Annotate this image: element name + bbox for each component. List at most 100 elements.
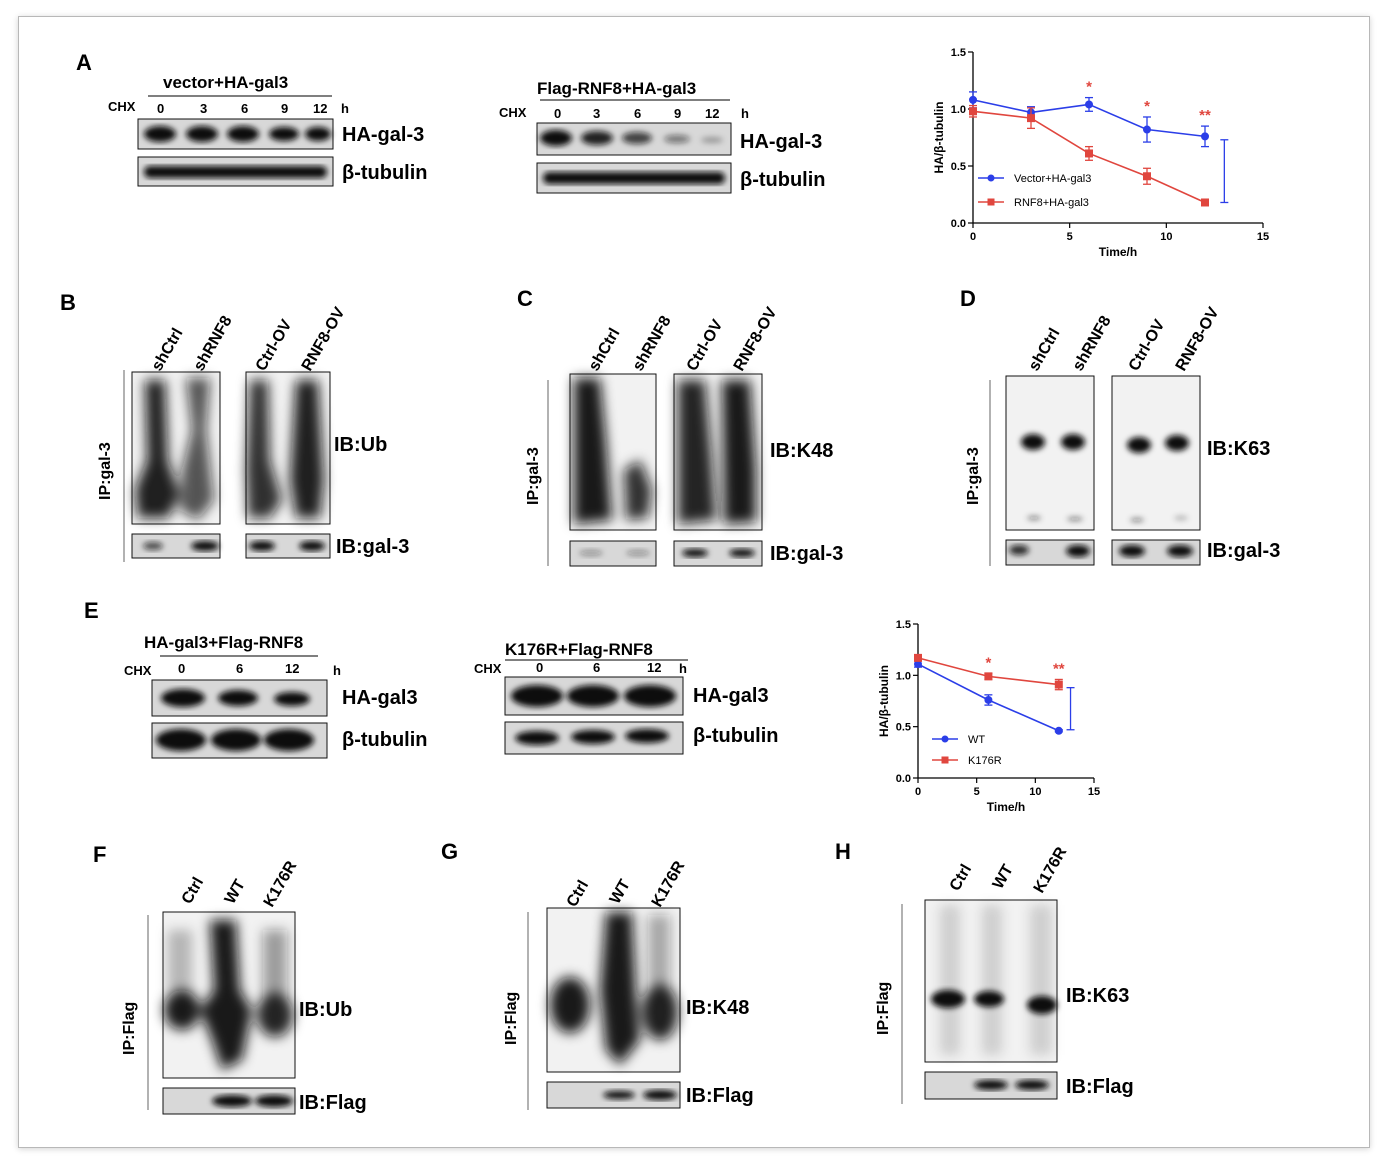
panel-h-lane-2: WT xyxy=(990,862,1017,892)
chart-a-x-tick-label: 10 xyxy=(1160,231,1172,243)
panel-f-lane-1: Ctrl xyxy=(179,875,208,907)
chart-a-x-tick-label: 15 xyxy=(1257,231,1269,243)
panel-e: E HA-gal3+Flag-RNF8 CHX 0 6 12 h HA-gal3… xyxy=(84,598,779,759)
panel-a-left-cond: CHX xyxy=(108,99,136,114)
panel-e-right-unit: h xyxy=(679,661,687,676)
panel-a-right-time-4: 12 xyxy=(705,106,719,121)
panel-a-left-time-1: 3 xyxy=(200,101,207,116)
panel-g-lane-1: Ctrl xyxy=(564,878,593,910)
panel-g-ib-top: IB:K48 xyxy=(686,997,749,1019)
panel-c-ip: IP:gal-3 xyxy=(525,447,542,505)
chart-e-legend-label-1: WT xyxy=(968,734,985,746)
chart-a-y-tick-label: 0.0 xyxy=(951,218,966,230)
panel-e-left-time-2: 12 xyxy=(285,661,299,676)
panel-a-right-row-2: β-tubulin xyxy=(740,169,826,191)
chart-e-y-tick-label: 1.0 xyxy=(896,670,911,682)
panel-b-lane-4: RNF8-OV xyxy=(299,304,349,374)
panel-e-right-row-1: HA-gal3 xyxy=(693,685,769,707)
panel-e-right-time-2: 12 xyxy=(647,660,661,675)
panel-label-b: B xyxy=(60,290,76,315)
chart-a-point-2 xyxy=(969,107,977,116)
panel-b-ib-bottom: IB:gal-3 xyxy=(336,536,409,558)
panel-e-left-time-1: 6 xyxy=(236,661,243,676)
chart-e-y-tick-label: 0.5 xyxy=(896,722,911,734)
panel-h: H Ctrl WT K176R IP:Flag IB:K63 IB:Flag xyxy=(835,839,1134,1104)
chart-e-legend-marker-1 xyxy=(941,735,949,743)
chart-a-point-1 xyxy=(1085,100,1093,109)
panel-label-e: E xyxy=(84,598,99,623)
chart-e-point-2 xyxy=(984,672,993,681)
panel-a-right-time-0: 0 xyxy=(554,106,561,121)
chart-e-point-1 xyxy=(984,695,993,704)
panel-e-left-time-0: 0 xyxy=(178,661,185,676)
panel-label-f: F xyxy=(93,842,106,867)
chart-e-x-tick-label: 0 xyxy=(915,786,921,798)
chart-e-x-tick-label: 15 xyxy=(1088,786,1100,798)
panel-f-lane-3: K176R xyxy=(261,858,301,910)
panel-g-ip: IP:Flag xyxy=(503,992,520,1045)
chart-a-y-tick-label: 1.5 xyxy=(951,47,966,59)
chart-e-y-tick-label: 1.5 xyxy=(896,619,911,631)
panel-e-right-time-0: 0 xyxy=(536,660,543,675)
panel-c: C shCtrl shRNF8 Ctrl-OV RNF8-OV IP:gal-3… xyxy=(517,286,843,567)
panel-label-g: G xyxy=(441,839,458,864)
panel-e-line-chart: 0.0 0.5 1.0 1.5 0 5 10 15 Time/h HA/β-tubulin WT K1… xyxy=(877,619,1100,814)
chart-a-significance-mark: * xyxy=(1086,79,1092,96)
panel-a-right-time-3: 9 xyxy=(674,106,681,121)
panel-label-h: H xyxy=(835,839,851,864)
chart-e-point-1 xyxy=(914,660,922,669)
chart-a-x-tick-label: 0 xyxy=(970,231,976,243)
panel-a-left-time-0: 0 xyxy=(157,101,164,116)
panel-a-line-chart: 0.0 0.5 1.0 1.5 0 5 10 15 Time/h HA/β-tubulin Vect… xyxy=(932,47,1269,259)
panel-e-right-time-1: 6 xyxy=(593,660,600,675)
panel-h-lane-3: K176R xyxy=(1031,844,1071,896)
panel-a-right-time-2: 6 xyxy=(634,106,641,121)
panel-h-lane-1: Ctrl xyxy=(947,862,976,894)
panel-e-left-unit: h xyxy=(333,663,341,678)
chart-a-legend-label-2: RNF8+HA-gal3 xyxy=(1014,197,1089,209)
panel-e-left-title: HA-gal3+Flag-RNF8 xyxy=(144,633,303,652)
panel-g: G Ctrl WT K176R IP:Flag IB:K48 IB:Flag xyxy=(441,839,754,1110)
chart-a-point-2 xyxy=(1143,172,1151,181)
panel-c-ib-bottom: IB:gal-3 xyxy=(770,543,843,565)
panel-b-ip: IP:gal-3 xyxy=(97,442,114,500)
chart-a-significance-mark: * xyxy=(1144,98,1150,115)
chart-e-x-tick-label: 5 xyxy=(974,786,980,798)
panel-b-lane-3: Ctrl-OV xyxy=(253,317,296,374)
chart-a-point-1 xyxy=(1201,132,1209,141)
panel-c-lane-2: shRNF8 xyxy=(630,313,675,374)
chart-a-y-tick-label: 0.5 xyxy=(951,161,966,173)
chart-a-point-2 xyxy=(1027,114,1035,123)
chart-e-point-2 xyxy=(914,653,922,662)
chart-e-y-tick-label: 0.0 xyxy=(896,773,911,785)
panel-a-left-unit: h xyxy=(341,101,349,116)
panel-a-right-row-1: HA-gal-3 xyxy=(740,131,822,153)
panel-f-ib-top: IB:Ub xyxy=(299,999,352,1021)
panel-d-ib-bottom: IB:gal-3 xyxy=(1207,540,1280,562)
chart-a-point-1 xyxy=(1143,125,1151,134)
panel-e-left-cond: CHX xyxy=(124,663,152,678)
panel-h-ib-bottom: IB:Flag xyxy=(1066,1076,1134,1098)
chart-a-point-2 xyxy=(1085,149,1093,158)
chart-e-point-2 xyxy=(1054,680,1063,689)
panel-a-right-cond: CHX xyxy=(499,105,527,120)
panel-b-ib-top: IB:Ub xyxy=(334,434,387,456)
panel-a-right-unit: h xyxy=(741,106,749,121)
panel-c-lane-1: shCtrl xyxy=(586,325,624,374)
panel-e-right-title: K176R+Flag-RNF8 xyxy=(505,640,653,659)
panel-label-d: D xyxy=(960,286,976,311)
panel-h-ib-top: IB:K63 xyxy=(1066,985,1129,1007)
panel-a-left-title: vector+HA-gal3 xyxy=(163,73,288,92)
panel-f-ib-bottom: IB:Flag xyxy=(299,1092,367,1114)
panel-a-left-row-2: β-tubulin xyxy=(342,162,428,184)
panel-a-right-time-1: 3 xyxy=(593,106,600,121)
panel-b-lane-1: shCtrl xyxy=(149,325,187,374)
panel-d-ip: IP:gal-3 xyxy=(965,447,982,505)
chart-a-x-tick-label: 5 xyxy=(1067,231,1073,243)
panel-g-lane-3: K176R xyxy=(649,858,689,910)
panel-g-ib-bottom: IB:Flag xyxy=(686,1085,754,1107)
chart-a-y-axis-label: HA/β-tubulin xyxy=(932,102,946,174)
chart-e-significance-mark: ** xyxy=(1053,660,1065,677)
panel-a-right-blot: Flag-RNF8+HA-gal3 CHX 0 3 6 9 12 h HA-ga… xyxy=(499,79,826,194)
